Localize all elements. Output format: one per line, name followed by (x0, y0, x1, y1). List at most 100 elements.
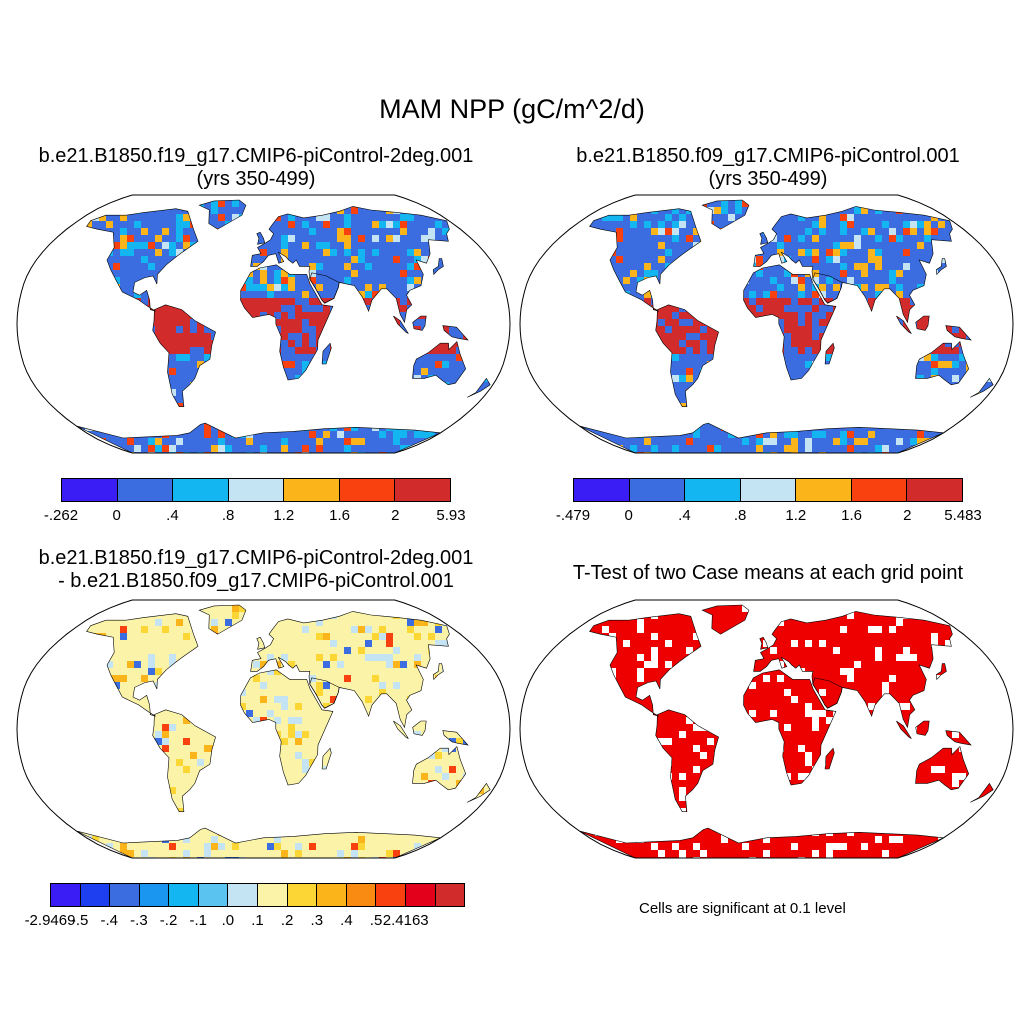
panel-title-case1: b.e21.B1850.f19_g17.CMIP6-piControl-2deg… (0, 145, 512, 191)
coastline-britain (256, 231, 266, 245)
colorbar-swatch (80, 884, 111, 906)
coastline-madagascar (824, 342, 835, 365)
colorbar-tick-label: 1.2 (273, 507, 295, 524)
colorbar-tick-label: .8 (221, 507, 235, 524)
coastline-arabia (309, 272, 340, 304)
panel-title-case2-line1: b.e21.B1850.f09_g17.CMIP6-piControl.001 (576, 145, 960, 167)
coastline-northAmerica (589, 613, 702, 717)
coastline-arabia (309, 677, 340, 709)
colorbar-swatch (685, 479, 741, 501)
coastline-borneo (915, 315, 930, 331)
panel-title-case1-line1: b.e21.B1850.f19_g17.CMIP6-piControl-2deg… (38, 145, 474, 167)
colorbar-tick-label: 0 (624, 507, 633, 524)
coastline-eurasia (250, 206, 450, 324)
map-border (519, 599, 1014, 859)
colorbar-tick-label: 5.483 (944, 507, 982, 524)
colorbar-swatch (228, 884, 259, 906)
coastline-southAmerica (152, 304, 216, 407)
coastline-borneo (412, 720, 427, 736)
coastline-eurasia (753, 206, 953, 324)
colorbar-tick-label: 1.6 (329, 507, 350, 524)
colorbar-swatch (405, 884, 436, 906)
colorbar-swatch (117, 479, 174, 501)
map-border (16, 194, 511, 454)
panel-title-diff-line2: - b.e21.B1850.f09_g17.CMIP6-piControl.00… (58, 570, 454, 592)
coastline-australia (412, 746, 467, 791)
coastline-japan (935, 258, 947, 276)
colorbar-swatch (346, 884, 377, 906)
coastline-sumatra (393, 315, 409, 334)
coastline-arabia (812, 272, 843, 304)
colorbar-diff-labels: -2.9469 -.5 -.4 -.3 -.2 -.1 .0 .1 .2 .3 .4 .5 2.4163 (25, 912, 465, 932)
colorbar-swatch (198, 884, 229, 906)
map-case2 (519, 194, 1014, 454)
coastline-madagascar (321, 747, 332, 770)
colorbar-swatch (62, 479, 118, 501)
colorbar-swatch (629, 479, 686, 501)
colorbar-tick-label: 0 (112, 507, 121, 524)
coastline-australia (412, 341, 467, 386)
colorbar-tick-label: -.3 (130, 912, 148, 929)
colorbar-case1-labels: -.262 0 .4 .8 1.2 1.6 2 5.93 (44, 507, 466, 527)
coastline-japan (432, 258, 444, 276)
colorbar-swatch (907, 479, 963, 501)
colorbar-swatch (317, 884, 347, 906)
colorbar-swatch (435, 884, 465, 906)
coastline-newZealand (467, 377, 491, 398)
coastline-eurasia (250, 611, 450, 729)
coastline-borneo (412, 315, 427, 331)
colorbar-swatch (258, 884, 288, 906)
map-diff (16, 599, 511, 859)
colorbar-tick-label: -2.9469 (24, 912, 76, 929)
coastline-newGuinea (442, 730, 469, 746)
colorbar-tick-label: .4 (340, 912, 353, 929)
colorbar-tick-label: .8 (733, 507, 747, 524)
colorbar-tick-label: .2 (280, 912, 294, 929)
colorbar-swatch (287, 884, 318, 906)
colorbar-tick-label: -.262 (43, 507, 79, 524)
coastline-greenland (198, 604, 247, 635)
colorbar-swatch (110, 884, 140, 906)
coastline-newZealand (970, 377, 994, 398)
colorbar-swatch (339, 479, 396, 501)
coastline-northAmerica (589, 208, 702, 312)
colorbar-tick-label: -.5 (70, 912, 89, 929)
colorbar-tick-label: .0 (221, 912, 235, 929)
coastline-antarctica (76, 827, 442, 859)
colorbar-tick-label: .4 (166, 507, 179, 524)
coastline-northAmerica (86, 208, 199, 312)
colorbar-tick-label: 2 (903, 507, 912, 524)
coastline-sumatra (393, 720, 409, 739)
coastline-madagascar (824, 747, 835, 770)
colorbar-tick-label: 1.2 (785, 507, 807, 524)
colorbar-tick-label: .1 (251, 912, 264, 929)
colorbar-swatch (395, 479, 451, 501)
coastline-southAmerica (655, 709, 719, 812)
colorbar-tick-label: -.479 (555, 507, 591, 524)
coastline-antarctica (579, 422, 945, 454)
map-case1 (16, 194, 511, 454)
coastline-arabia (812, 677, 843, 709)
coastline-sumatra (896, 315, 912, 334)
colorbar-swatch (51, 884, 81, 906)
colorbar-swatch (169, 884, 199, 906)
coastline-australia (915, 341, 970, 386)
coastline-africa (743, 669, 837, 786)
coastline-northAmerica (86, 613, 199, 717)
colorbar-swatch (173, 479, 229, 501)
colorbar-swatch (228, 479, 285, 501)
panel-title-case2-line2: (yrs 350-499) (708, 168, 828, 190)
coastline-africa (743, 264, 837, 381)
panel-title-diff-line1: b.e21.B1850.f19_g17.CMIP6-piControl-2deg… (38, 547, 474, 569)
panel-title-ttest: T-Test of two Case means at each grid po… (512, 562, 1024, 585)
coastline-britain (256, 636, 266, 650)
colorbar-swatch (284, 479, 340, 501)
colorbar-swatch (740, 479, 797, 501)
panel-title-ttest-line1: T-Test of two Case means at each grid po… (572, 562, 964, 584)
coastline-madagascar (321, 342, 332, 365)
coastline-southAmerica (655, 304, 719, 407)
coastline-britain (759, 636, 769, 650)
coastline-newGuinea (945, 730, 972, 746)
colorbar-tick-label: -.1 (189, 912, 207, 929)
map-border (519, 194, 1014, 454)
